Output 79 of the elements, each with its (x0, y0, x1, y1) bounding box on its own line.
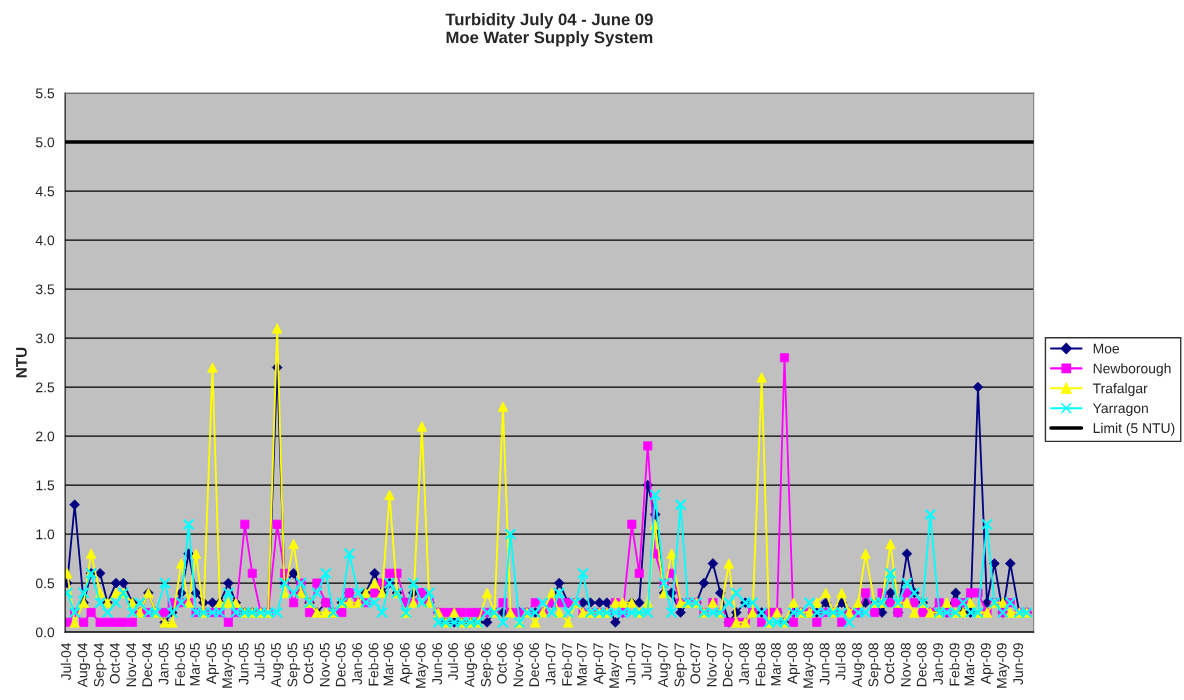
x-tick-label: Jan-05 (158, 643, 169, 685)
x-tick-label: Feb-09 (949, 643, 960, 686)
x-tick-label: Sep-05 (287, 643, 301, 687)
legend-label: Yarragon (1092, 403, 1148, 416)
x-tick-label: Sep-06 (480, 643, 494, 687)
x-tick-label: Nov-05 (319, 643, 330, 687)
x-tick-label: Sep-07 (674, 643, 688, 687)
y-tick-label: 2.0 (36, 431, 55, 442)
y-tick-label: 1.5 (36, 480, 55, 491)
x-tick-label: Feb-05 (174, 643, 185, 686)
x-tick-label: Oct-06 (496, 643, 507, 684)
x-tick-label: Dec-05 (335, 643, 346, 687)
x-tick-label: Nov-08 (900, 643, 911, 687)
x-tick-label: Dec-06 (529, 643, 540, 687)
x-tick-label: Oct-07 (690, 643, 701, 684)
x-tick-label: May-08 (803, 643, 816, 688)
x-tick-label: Jan-09 (933, 643, 943, 685)
x-tick-label: Apr-07 (593, 643, 606, 685)
x-tick-label: May-09 (996, 643, 1010, 688)
x-tick-label: May-06 (415, 643, 429, 688)
x-tick-label: Feb-07 (561, 643, 572, 686)
x-tick-label: Feb-08 (755, 643, 766, 686)
x-tick-label: Mar-07 (576, 643, 587, 686)
x-tick-label: Dec-08 (916, 643, 927, 687)
x-tick-label: Jan-07 (545, 643, 556, 685)
legend-label: Moe (1093, 343, 1120, 354)
x-tick-label: Apr-06 (399, 643, 413, 685)
x-tick-label: Dec-07 (722, 643, 733, 687)
legend-label: Newborough (1093, 363, 1171, 377)
x-tick-label: Jul-05 (254, 643, 265, 681)
x-tick-label: Oct-08 (884, 643, 895, 684)
x-tick-label: Mar-05 (189, 643, 200, 686)
x-tick-label: Jun-07 (625, 643, 636, 685)
x-tick-label: Aug-04 (77, 642, 91, 688)
x-tick-label: Apr-09 (980, 643, 994, 685)
x-tick-label: Aug-06 (464, 643, 478, 688)
x-tick-label: Aug-07 (658, 643, 671, 688)
x-tick-label: Jul-07 (641, 643, 652, 681)
x-tick-label: Aug-05 (271, 643, 284, 688)
x-tick-label: Jun-06 (432, 643, 443, 685)
chart-title: Turbidity July 04 - June 09 Moe Water Supply System (445, 13, 653, 47)
x-tick-label: Jan-08 (739, 643, 749, 685)
x-tick-label: Apr-05 (206, 643, 219, 685)
x-tick-label: Jul-08 (835, 643, 846, 681)
x-tick-label: Oct-04 (109, 642, 120, 684)
x-tick-label: Sep-08 (868, 643, 882, 687)
y-tick-label: 0.5 (35, 578, 55, 589)
x-tick-label: Mar-08 (770, 643, 781, 686)
x-tick-label: Feb-06 (368, 643, 379, 686)
x-tick-label: Jan-06 (352, 643, 362, 685)
x-tick-label: Apr-08 (787, 643, 800, 685)
y-tick-label: 5.0 (35, 137, 55, 148)
x-tick-label: Jul-06 (447, 643, 458, 681)
legend-label: Trafalgar (1092, 383, 1148, 397)
x-tick-label: Nov-04 (126, 642, 137, 687)
legend-label: Limit (5 NTU) (1093, 422, 1175, 436)
x-tick-label: May-07 (609, 643, 622, 688)
x-tick-label: Oct-05 (303, 643, 314, 684)
x-tick-label: Jul-04 (60, 642, 71, 681)
y-tick-label: 4.0 (35, 235, 55, 246)
x-tick-label: Sep-04 (94, 642, 107, 687)
x-tick-label: Jun-08 (819, 643, 830, 685)
x-tick-label: Nov-07 (706, 643, 717, 687)
x-tick-label: Jun-05 (238, 643, 249, 685)
y-tick-label: 3.5 (35, 284, 55, 295)
x-tick-label: Jun-09 (1013, 643, 1024, 685)
y-tick-label: 3.0 (35, 333, 55, 344)
x-tick-label: Aug-08 (852, 643, 865, 688)
y-tick-label: 2.5 (36, 382, 55, 393)
x-tick-label: Mar-06 (383, 643, 394, 686)
x-tick-label: Mar-09 (964, 643, 975, 686)
y-tick-label: 4.5 (35, 186, 55, 197)
y-tick-label: 1.0 (36, 529, 55, 540)
x-tick-label: Nov-06 (513, 643, 524, 687)
y-axis-title: NTU (16, 347, 27, 378)
y-tick-label: 5.5 (35, 88, 55, 99)
x-tick-label: Dec-04 (142, 642, 153, 687)
y-tick-label: 0.0 (35, 627, 55, 638)
x-tick-label: May-05 (222, 643, 235, 688)
